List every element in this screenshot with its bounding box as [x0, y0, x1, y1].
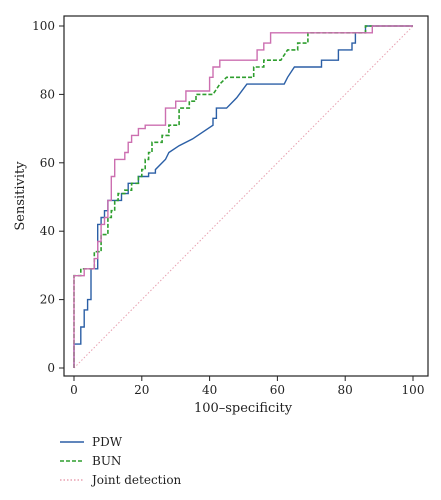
x-tick-label: 0: [70, 383, 78, 397]
legend-label: Joint detection: [90, 473, 182, 487]
x-tick-label: 20: [134, 383, 149, 397]
y-ticks: 0 20 40 60 80 100: [32, 19, 64, 375]
y-tick-label: 100: [32, 19, 55, 33]
x-tick-label: 80: [338, 383, 353, 397]
series-line-pdw: [73, 25, 413, 368]
y-axis-title: Sensitivity: [13, 161, 28, 231]
y-tick-label: 80: [40, 87, 55, 101]
x-axis-title: 100–specificity: [194, 401, 293, 416]
series-line-joint-detection: [73, 25, 413, 368]
y-tick-label: 0: [47, 361, 55, 375]
legend-label: PDW: [92, 435, 123, 449]
y-tick-label: 40: [40, 224, 55, 238]
plot-frame: [63, 15, 429, 377]
legend: PDW BUN Joint detection: [60, 435, 182, 487]
y-tick-label: 60: [40, 156, 55, 170]
legend-label: BUN: [92, 454, 121, 468]
x-tick-label: 100: [402, 383, 425, 397]
series-line-bun: [73, 25, 413, 368]
series-lines: [73, 25, 413, 368]
x-tick-label: 60: [270, 383, 285, 397]
x-tick-label: 40: [202, 383, 217, 397]
y-tick-label: 20: [40, 293, 55, 307]
x-ticks: 0 20 40 60 80 100: [70, 376, 424, 397]
